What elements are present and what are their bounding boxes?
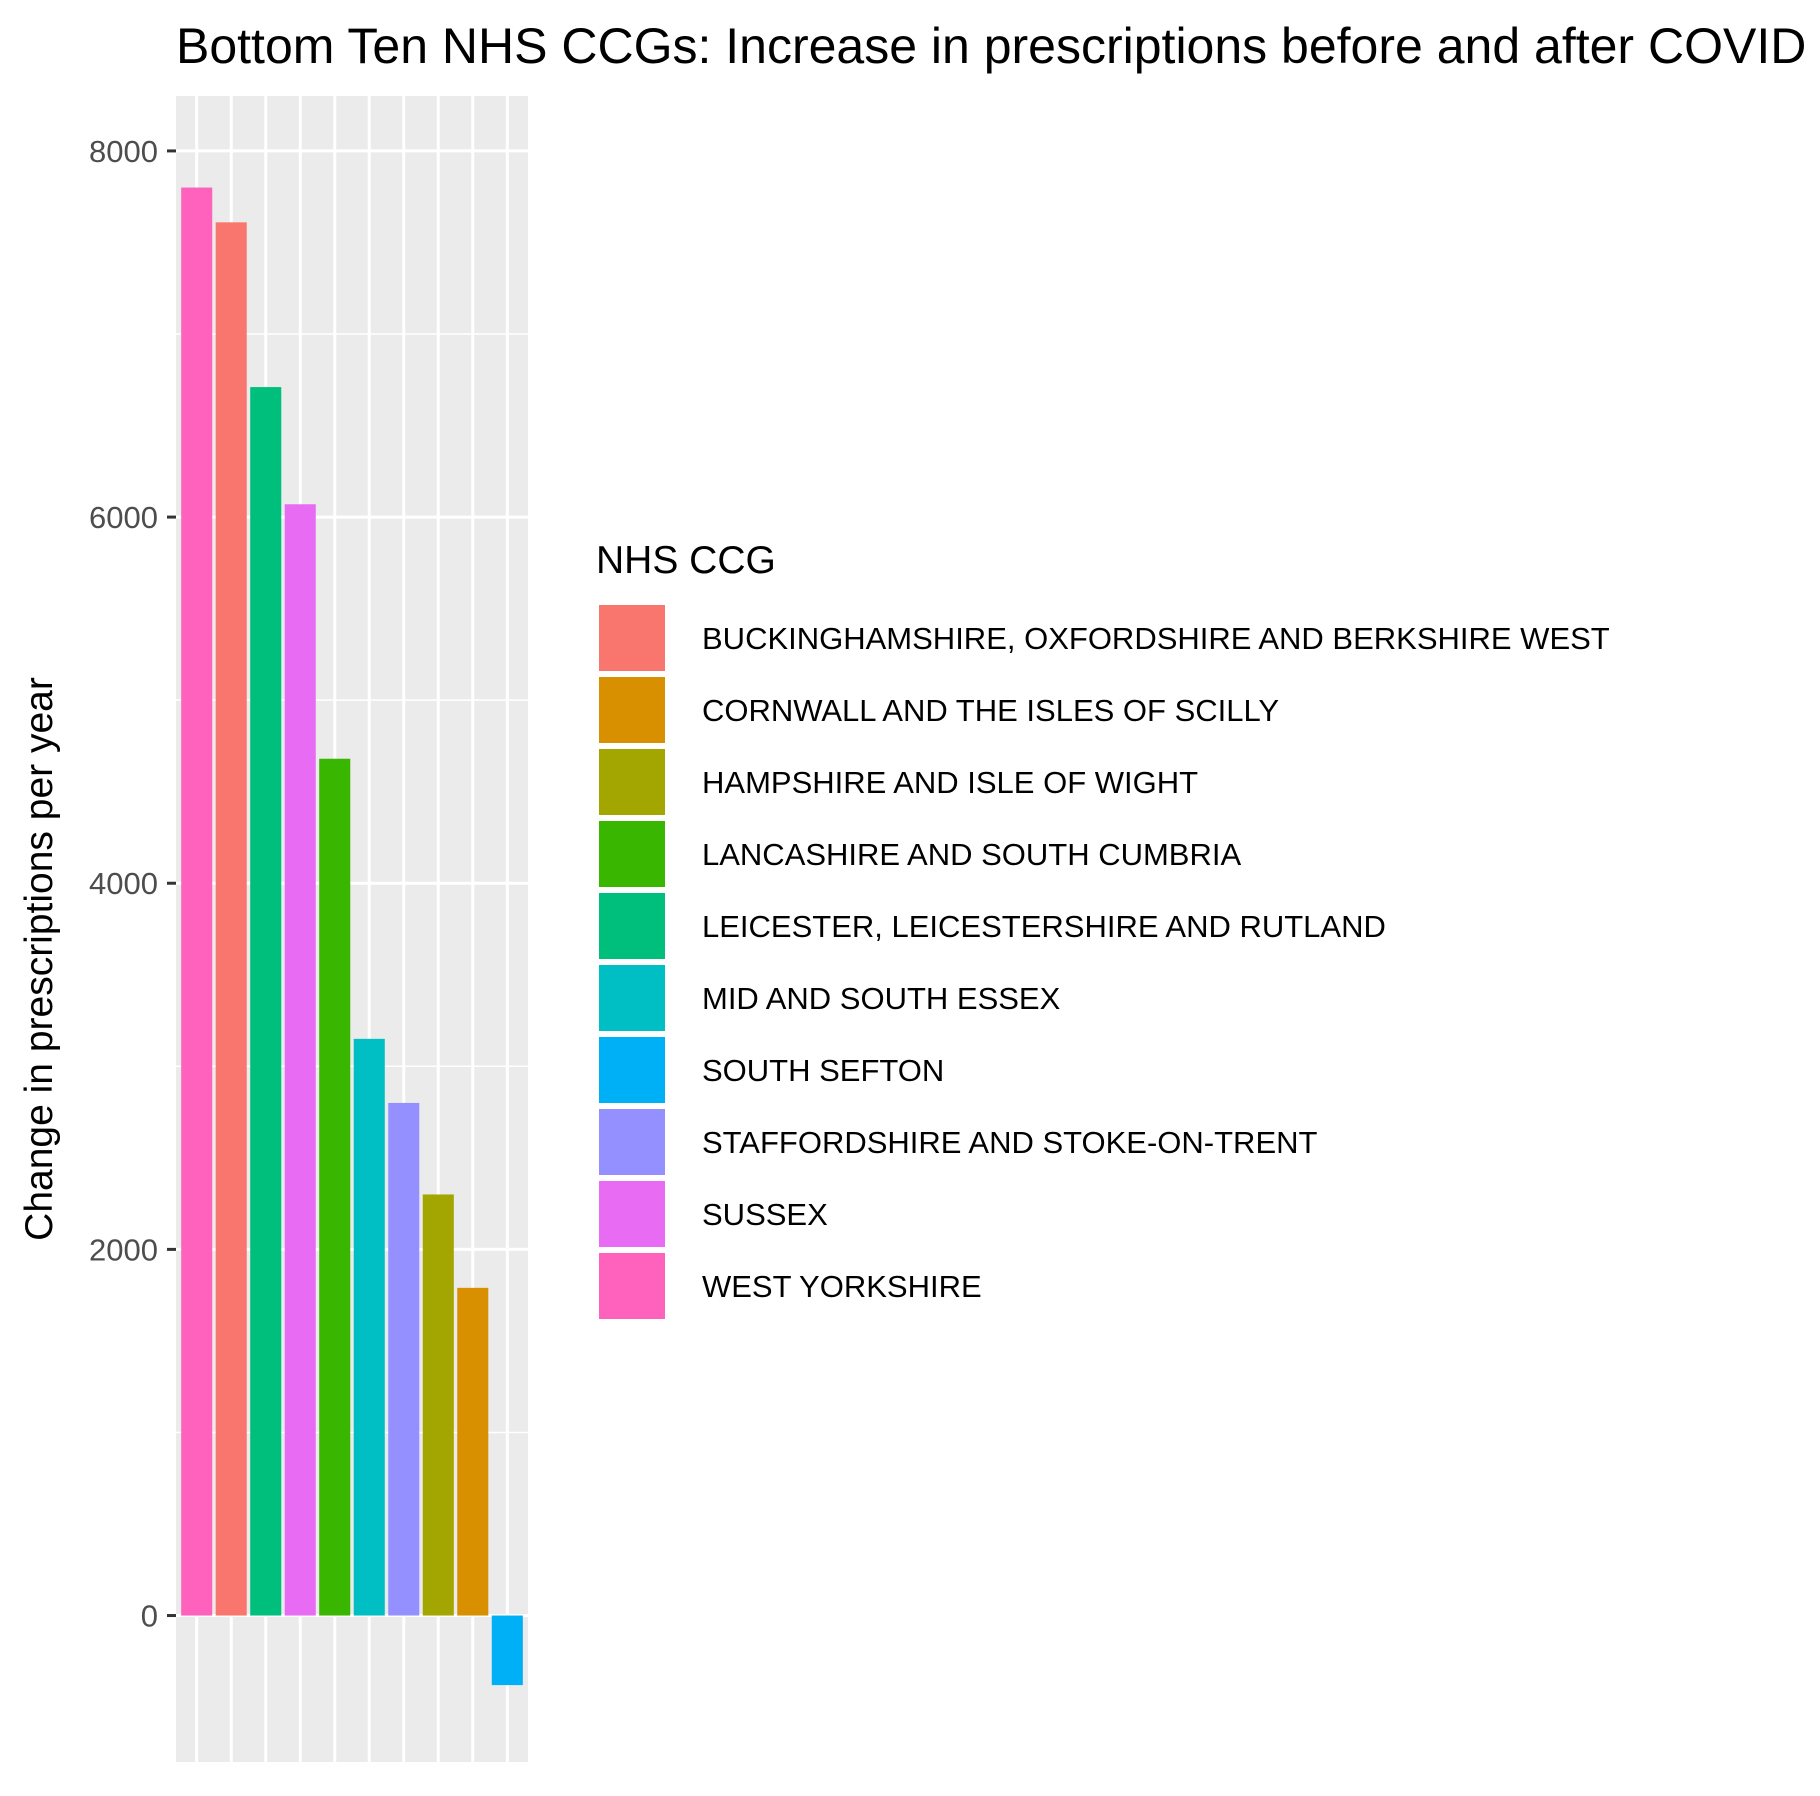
y-tick-label: 0: [141, 1599, 158, 1634]
legend-label: WEST YORKSHIRE: [702, 1269, 982, 1304]
bar: [181, 187, 213, 1616]
legend-title: NHS CCG: [596, 539, 776, 582]
chart-title: Bottom Ten NHS CCGs: Increase in prescri…: [176, 18, 1806, 74]
legend-label: STAFFORDSHIRE AND STOKE-ON-TRENT: [702, 1125, 1318, 1160]
legend: NHS CCG BUCKINGHAMSHIRE, OXFORDSHIRE AND…: [596, 539, 1610, 1321]
legend-label: CORNWALL AND THE ISLES OF SCILLY: [702, 693, 1279, 728]
y-tick-label: 2000: [89, 1232, 158, 1267]
legend-items: BUCKINGHAMSHIRE, OXFORDSHIRE AND BERKSHI…: [597, 603, 1610, 1321]
legend-key: [597, 1251, 667, 1321]
legend-key: [597, 1107, 667, 1177]
legend-label: LEICESTER, LEICESTERSHIRE AND RUTLAND: [702, 909, 1386, 944]
bar: [319, 758, 351, 1616]
legend-label: BUCKINGHAMSHIRE, OXFORDSHIRE AND BERKSHI…: [702, 621, 1610, 656]
bar: [353, 1038, 385, 1616]
legend-label: MID AND SOUTH ESSEX: [702, 981, 1061, 1016]
legend-key: [597, 603, 667, 673]
legend-key: [597, 1035, 667, 1105]
legend-key: [597, 747, 667, 817]
legend-key: [597, 675, 667, 745]
legend-label: LANCASHIRE AND SOUTH CUMBRIA: [702, 837, 1241, 872]
legend-key: [597, 819, 667, 889]
legend-label: HAMPSHIRE AND ISLE OF WIGHT: [702, 765, 1198, 800]
legend-label: SOUTH SEFTON: [702, 1053, 944, 1088]
bar: [250, 387, 282, 1616]
y-axis: 0 2000 4000 6000 8000: [89, 134, 176, 1634]
y-tick-label: 8000: [89, 134, 158, 169]
bar: [388, 1102, 420, 1616]
bar: [215, 222, 247, 1616]
y-tick-label: 4000: [89, 866, 158, 901]
bars: [181, 187, 523, 1686]
bar: [457, 1287, 489, 1616]
bar: [422, 1194, 454, 1616]
y-axis-title: Change in prescriptions per year: [18, 677, 61, 1241]
bar: [284, 504, 316, 1616]
legend-key: [597, 891, 667, 961]
legend-label: SUSSEX: [702, 1197, 828, 1232]
legend-key: [597, 1179, 667, 1249]
y-tick-label: 6000: [89, 500, 158, 535]
bar: [491, 1615, 523, 1686]
legend-key: [597, 963, 667, 1033]
